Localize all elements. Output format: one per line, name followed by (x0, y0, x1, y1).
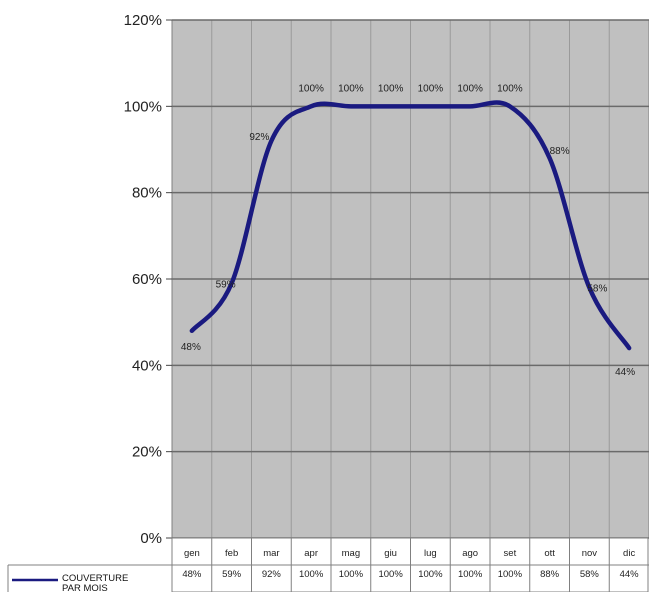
x-category-label: lug (424, 548, 437, 559)
y-tick-label: 0% (140, 530, 162, 547)
data-table-value: 88% (540, 569, 560, 580)
data-label: 88% (550, 146, 570, 157)
x-category-label: gen (184, 548, 200, 559)
data-label: 58% (587, 284, 607, 295)
data-table-value: 100% (418, 569, 443, 580)
x-category-label: ott (544, 548, 555, 559)
data-label: 59% (216, 279, 236, 290)
x-category-label: mar (263, 548, 279, 559)
data-table-value: 100% (498, 569, 523, 580)
y-tick-label: 20% (132, 444, 162, 461)
legend: COUVERTURE PAR MOIS (12, 573, 128, 592)
y-tick-label: 40% (132, 357, 162, 374)
data-table-value: 100% (458, 569, 483, 580)
data-label: 100% (378, 83, 404, 94)
y-tick-label: 60% (132, 271, 162, 288)
x-category-label: nov (582, 548, 598, 559)
x-category-label: apr (304, 548, 318, 559)
data-label: 48% (181, 342, 201, 353)
data-table-value: 100% (299, 569, 324, 580)
data-labels: 48% 59% 92% 100% 100% 100% 100% 100% 100% 88% 58% 4… (181, 83, 635, 378)
y-tick-label: 120% (124, 12, 162, 29)
x-category-label: set (504, 548, 517, 559)
data-table-value: 92% (262, 569, 282, 580)
data-label: 100% (497, 83, 523, 94)
x-category-label: ago (462, 548, 478, 559)
data-table-value: 58% (580, 569, 600, 580)
y-tick-label: 100% (124, 98, 162, 115)
legend-label: COUVERTURE PAR MOIS (62, 573, 128, 592)
x-category-label: feb (225, 548, 238, 559)
data-table: gen 48% feb 59% mar 92% apr 100% mag 100% giu 100% l… (7, 537, 649, 592)
y-axis-ticks: 0% 20% 40% 60% 80% 100% 120% (124, 12, 172, 547)
x-category-label: mag (342, 548, 360, 559)
x-category-label: dic (623, 548, 635, 559)
data-label: 44% (615, 367, 635, 378)
data-table-value: 59% (222, 569, 242, 580)
data-label: 100% (298, 83, 324, 94)
y-tick-label: 80% (132, 185, 162, 202)
data-table-value: 44% (620, 569, 640, 580)
data-label: 92% (249, 132, 269, 143)
data-label: 100% (418, 83, 444, 94)
data-table-value: 100% (339, 569, 364, 580)
data-table-value: 48% (182, 569, 202, 580)
x-category-label: giu (384, 548, 397, 559)
data-label: 100% (457, 83, 483, 94)
data-label: 100% (338, 83, 364, 94)
series-line-couverture (189, 100, 632, 351)
data-table-value: 100% (378, 569, 403, 580)
